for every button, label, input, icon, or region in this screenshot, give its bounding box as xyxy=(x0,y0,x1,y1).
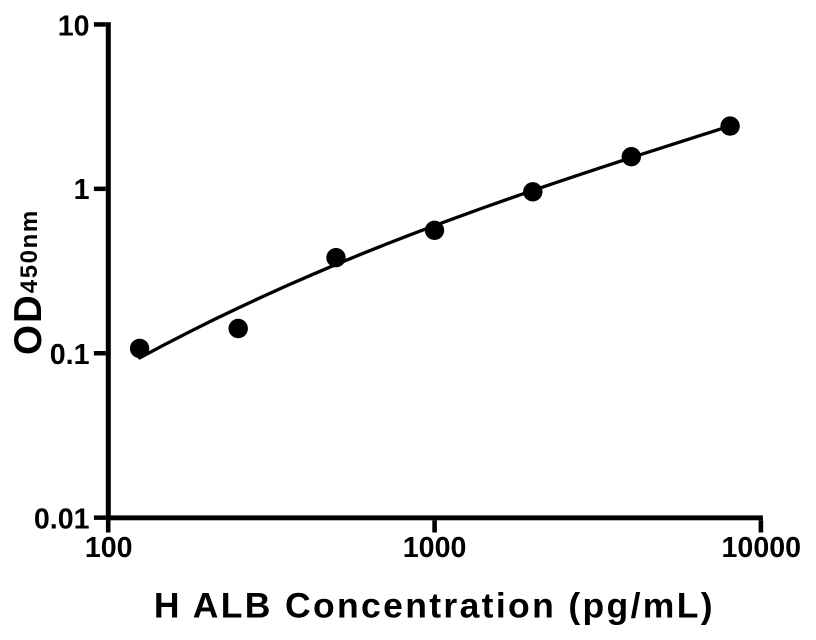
svg-text:0.1: 0.1 xyxy=(50,339,90,371)
svg-text:OD450nm: OD450nm xyxy=(7,209,50,355)
svg-text:10: 10 xyxy=(58,10,90,42)
svg-text:0.01: 0.01 xyxy=(34,503,90,535)
svg-text:H ALB Concentration (pg/mL): H ALB Concentration (pg/mL) xyxy=(154,586,715,626)
svg-text:1: 1 xyxy=(74,174,90,206)
svg-text:10000: 10000 xyxy=(722,532,802,564)
svg-text:1000: 1000 xyxy=(403,532,467,564)
svg-text:100: 100 xyxy=(85,532,133,564)
